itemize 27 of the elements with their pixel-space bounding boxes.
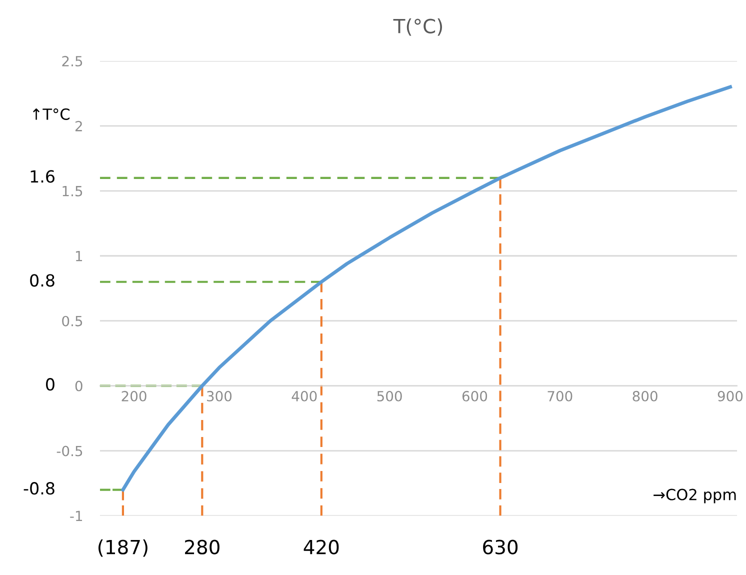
annotation: 420 xyxy=(304,540,339,554)
x-tick-label: 400 xyxy=(292,390,317,402)
x-tick-label: 600 xyxy=(462,390,488,402)
x-tick-label: 700 xyxy=(548,390,572,402)
x-axis-title: →CO2 ppm xyxy=(654,488,736,504)
chart-title: T(°C) xyxy=(393,18,442,36)
annotation: 630 xyxy=(483,540,518,554)
annotation: 1.6 xyxy=(30,170,54,183)
annotation: -0.8 xyxy=(24,482,54,495)
y-tick-label: -0.5 xyxy=(56,446,82,456)
x-tick-label: 500 xyxy=(377,390,402,402)
annotation: (187) xyxy=(98,539,148,557)
x-tick-label: 800 xyxy=(632,390,658,402)
y-tick-label: 1 xyxy=(76,251,82,262)
y-tick-label: 0.5 xyxy=(62,316,82,326)
annotation: 280 xyxy=(185,540,220,554)
y-axis-title: ↑T°C xyxy=(33,108,70,120)
x-tick-label: 200 xyxy=(122,390,146,402)
y-tick-label: -1 xyxy=(70,510,82,522)
y-tick-label: 0 xyxy=(75,380,82,392)
y-tick-label: 2 xyxy=(75,120,82,132)
annotation: 0.8 xyxy=(30,274,54,287)
y-tick-label: 2.5 xyxy=(62,56,82,66)
x-tick-label: 900 xyxy=(718,390,743,402)
annotation: 0 xyxy=(46,378,54,391)
y-tick-label: 1.5 xyxy=(62,186,82,196)
x-tick-label: 300 xyxy=(207,390,232,402)
